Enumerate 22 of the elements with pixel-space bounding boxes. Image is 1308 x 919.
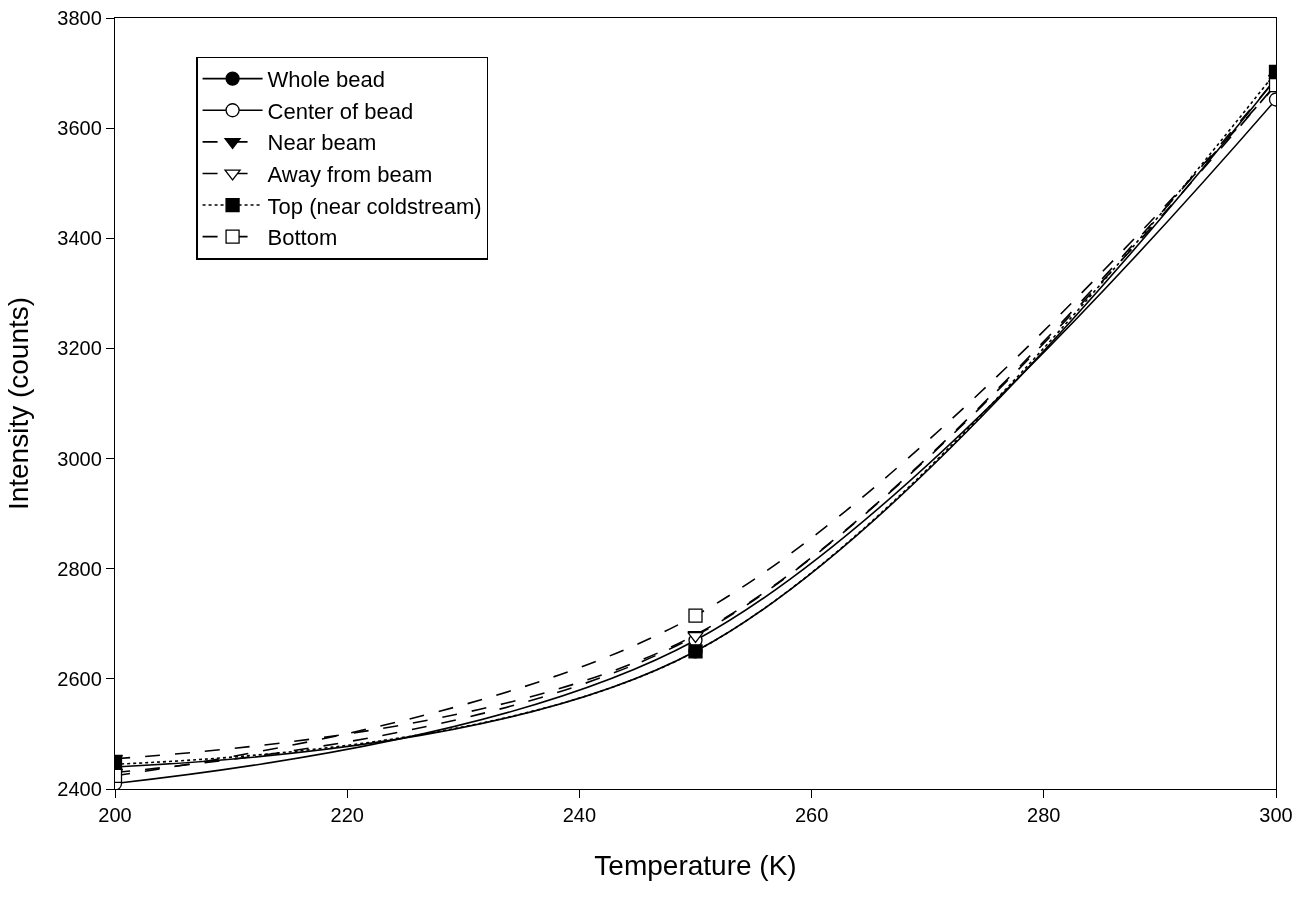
y-tick-label: 2600	[57, 667, 102, 690]
x-tick-label: 200	[98, 804, 132, 827]
x-tick-label: 260	[794, 804, 829, 827]
y-tick-label: 3000	[57, 447, 102, 470]
y-axis-title: Intensity (counts)	[3, 296, 35, 511]
x-tick-label: 280	[1027, 804, 1061, 827]
legend-label: Bottom	[267, 225, 338, 251]
x-axis-title: Temperature (K)	[594, 850, 797, 882]
y-tick-label: 2800	[57, 557, 102, 580]
y-tick-label: 3800	[57, 7, 102, 29]
legend-label: Top (near coldstream)	[267, 193, 482, 219]
legend-label: Near beam	[267, 130, 377, 156]
x-tick-label: 300	[1259, 804, 1293, 827]
y-tick-label: 3400	[57, 227, 102, 250]
y-tick-label: 3200	[57, 337, 102, 360]
legend-label: Whole bead	[267, 67, 385, 93]
y-tick-label: 2400	[57, 778, 102, 800]
x-tick-label: 240	[562, 804, 597, 827]
y-tick-label: 3600	[57, 117, 102, 140]
legend-label: Center of bead	[267, 98, 414, 124]
legend-label: Away from beam	[267, 162, 433, 188]
x-tick-label: 220	[330, 804, 364, 827]
